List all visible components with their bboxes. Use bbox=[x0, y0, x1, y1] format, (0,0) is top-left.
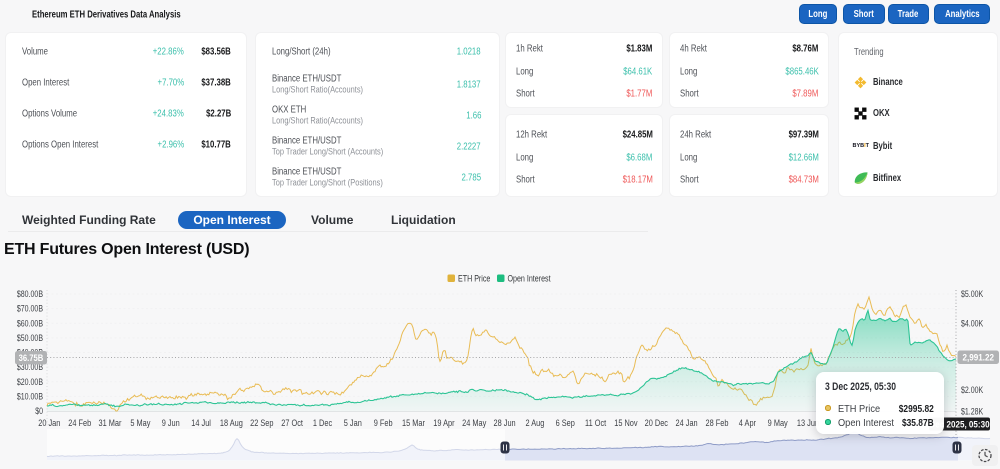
svg-text:$70.00B: $70.00B bbox=[17, 304, 43, 314]
svg-text:9 Feb: 9 Feb bbox=[374, 418, 393, 428]
svg-text:36.75B: 36.75B bbox=[19, 352, 44, 363]
svg-text:5 May: 5 May bbox=[130, 418, 151, 428]
svg-text:$60.00B: $60.00B bbox=[17, 318, 43, 328]
svg-text:15 Mar: 15 Mar bbox=[402, 418, 425, 428]
svg-text:20 Jan: 20 Jan bbox=[38, 418, 61, 428]
svg-text:28 Feb: 28 Feb bbox=[706, 418, 729, 428]
svg-text:14 Jul: 14 Jul bbox=[191, 418, 211, 428]
svg-text:11 Oct: 11 Oct bbox=[585, 418, 607, 428]
svg-text:$2.00K: $2.00K bbox=[961, 385, 984, 395]
svg-text:2,991.22: 2,991.22 bbox=[963, 352, 995, 363]
svg-text:$1.28K: $1.28K bbox=[961, 407, 984, 417]
svg-text:9 Jun: 9 Jun bbox=[162, 418, 180, 428]
svg-text:22 Sep: 22 Sep bbox=[250, 418, 274, 428]
svg-text:5 Jan: 5 Jan bbox=[344, 418, 362, 428]
svg-text:6 Sep: 6 Sep bbox=[556, 418, 576, 428]
svg-text:24 May: 24 May bbox=[462, 418, 487, 428]
svg-text:4 Apr: 4 Apr bbox=[739, 418, 756, 428]
svg-text:$5.00K: $5.00K bbox=[961, 289, 984, 299]
svg-text:$20.00B: $20.00B bbox=[17, 377, 43, 387]
svg-text:$10.00B: $10.00B bbox=[17, 392, 43, 402]
svg-text:19 Apr: 19 Apr bbox=[433, 418, 455, 428]
svg-text:$50.00B: $50.00B bbox=[17, 333, 43, 343]
svg-text:$4.00K: $4.00K bbox=[961, 318, 984, 328]
svg-text:$0: $0 bbox=[35, 406, 43, 416]
svg-text:20 Dec: 20 Dec bbox=[645, 418, 668, 428]
svg-text:Dec 2025, 05:30: Dec 2025, 05:30 bbox=[929, 419, 989, 430]
svg-text:2 Aug: 2 Aug bbox=[525, 418, 544, 428]
svg-text:15 Nov: 15 Nov bbox=[614, 418, 638, 428]
svg-text:ETH Price: ETH Price bbox=[458, 274, 491, 284]
svg-text:18 Aug: 18 Aug bbox=[220, 418, 243, 428]
svg-text:$30.00B: $30.00B bbox=[17, 362, 43, 372]
svg-text:13 Jun: 13 Jun bbox=[797, 418, 820, 428]
svg-text:31 Mar: 31 Mar bbox=[99, 418, 122, 428]
svg-text:9 May: 9 May bbox=[768, 418, 789, 428]
svg-text:$80.00B: $80.00B bbox=[17, 289, 43, 299]
svg-text:24 Jan: 24 Jan bbox=[676, 418, 699, 428]
svg-text:Open Interest: Open Interest bbox=[508, 274, 552, 284]
svg-text:28 Jun: 28 Jun bbox=[494, 418, 517, 428]
svg-text:27 Oct: 27 Oct bbox=[281, 418, 303, 428]
svg-text:24 Feb: 24 Feb bbox=[68, 418, 91, 428]
svg-text:1 Dec: 1 Dec bbox=[313, 418, 332, 428]
